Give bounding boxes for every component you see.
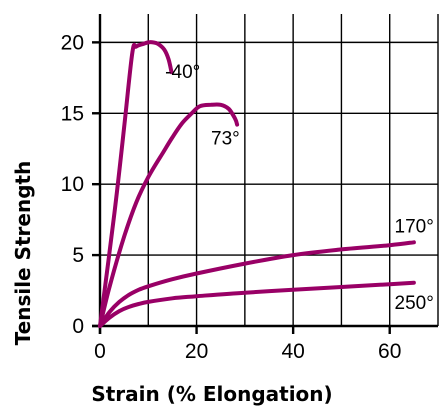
series-label-4: 250° — [395, 293, 434, 314]
series-line-2 — [98, 102, 240, 328]
y-tick-label: 15 — [61, 102, 84, 125]
tick-labels: 0 20 40 60 0 5 10 15 20 — [61, 31, 402, 363]
x-tick-label: 0 — [94, 340, 106, 363]
y-tick-label: 10 — [61, 173, 84, 196]
series-label-1: -40° — [165, 62, 200, 83]
y-axis-title: Tensile Strength — [11, 161, 35, 346]
series-label-2: 73° — [211, 128, 240, 149]
x-tick-label: 40 — [281, 340, 304, 363]
series-line-1 — [98, 40, 174, 328]
series-label-3: 170° — [395, 216, 434, 237]
x-tick-label: 20 — [185, 340, 208, 363]
x-axis-title: Strain (% Elongation) — [91, 382, 332, 406]
y-tick-label: 5 — [72, 244, 84, 267]
x-tick-label: 60 — [378, 340, 401, 363]
y-tick-label: 20 — [61, 31, 84, 54]
series-line-4 — [98, 280, 416, 328]
series-curves — [98, 40, 416, 328]
series-line-3 — [98, 240, 416, 328]
series-labels: -40° 73° 170° 250° — [165, 62, 434, 314]
axes — [92, 14, 438, 334]
y-tick-label: 0 — [72, 315, 84, 338]
